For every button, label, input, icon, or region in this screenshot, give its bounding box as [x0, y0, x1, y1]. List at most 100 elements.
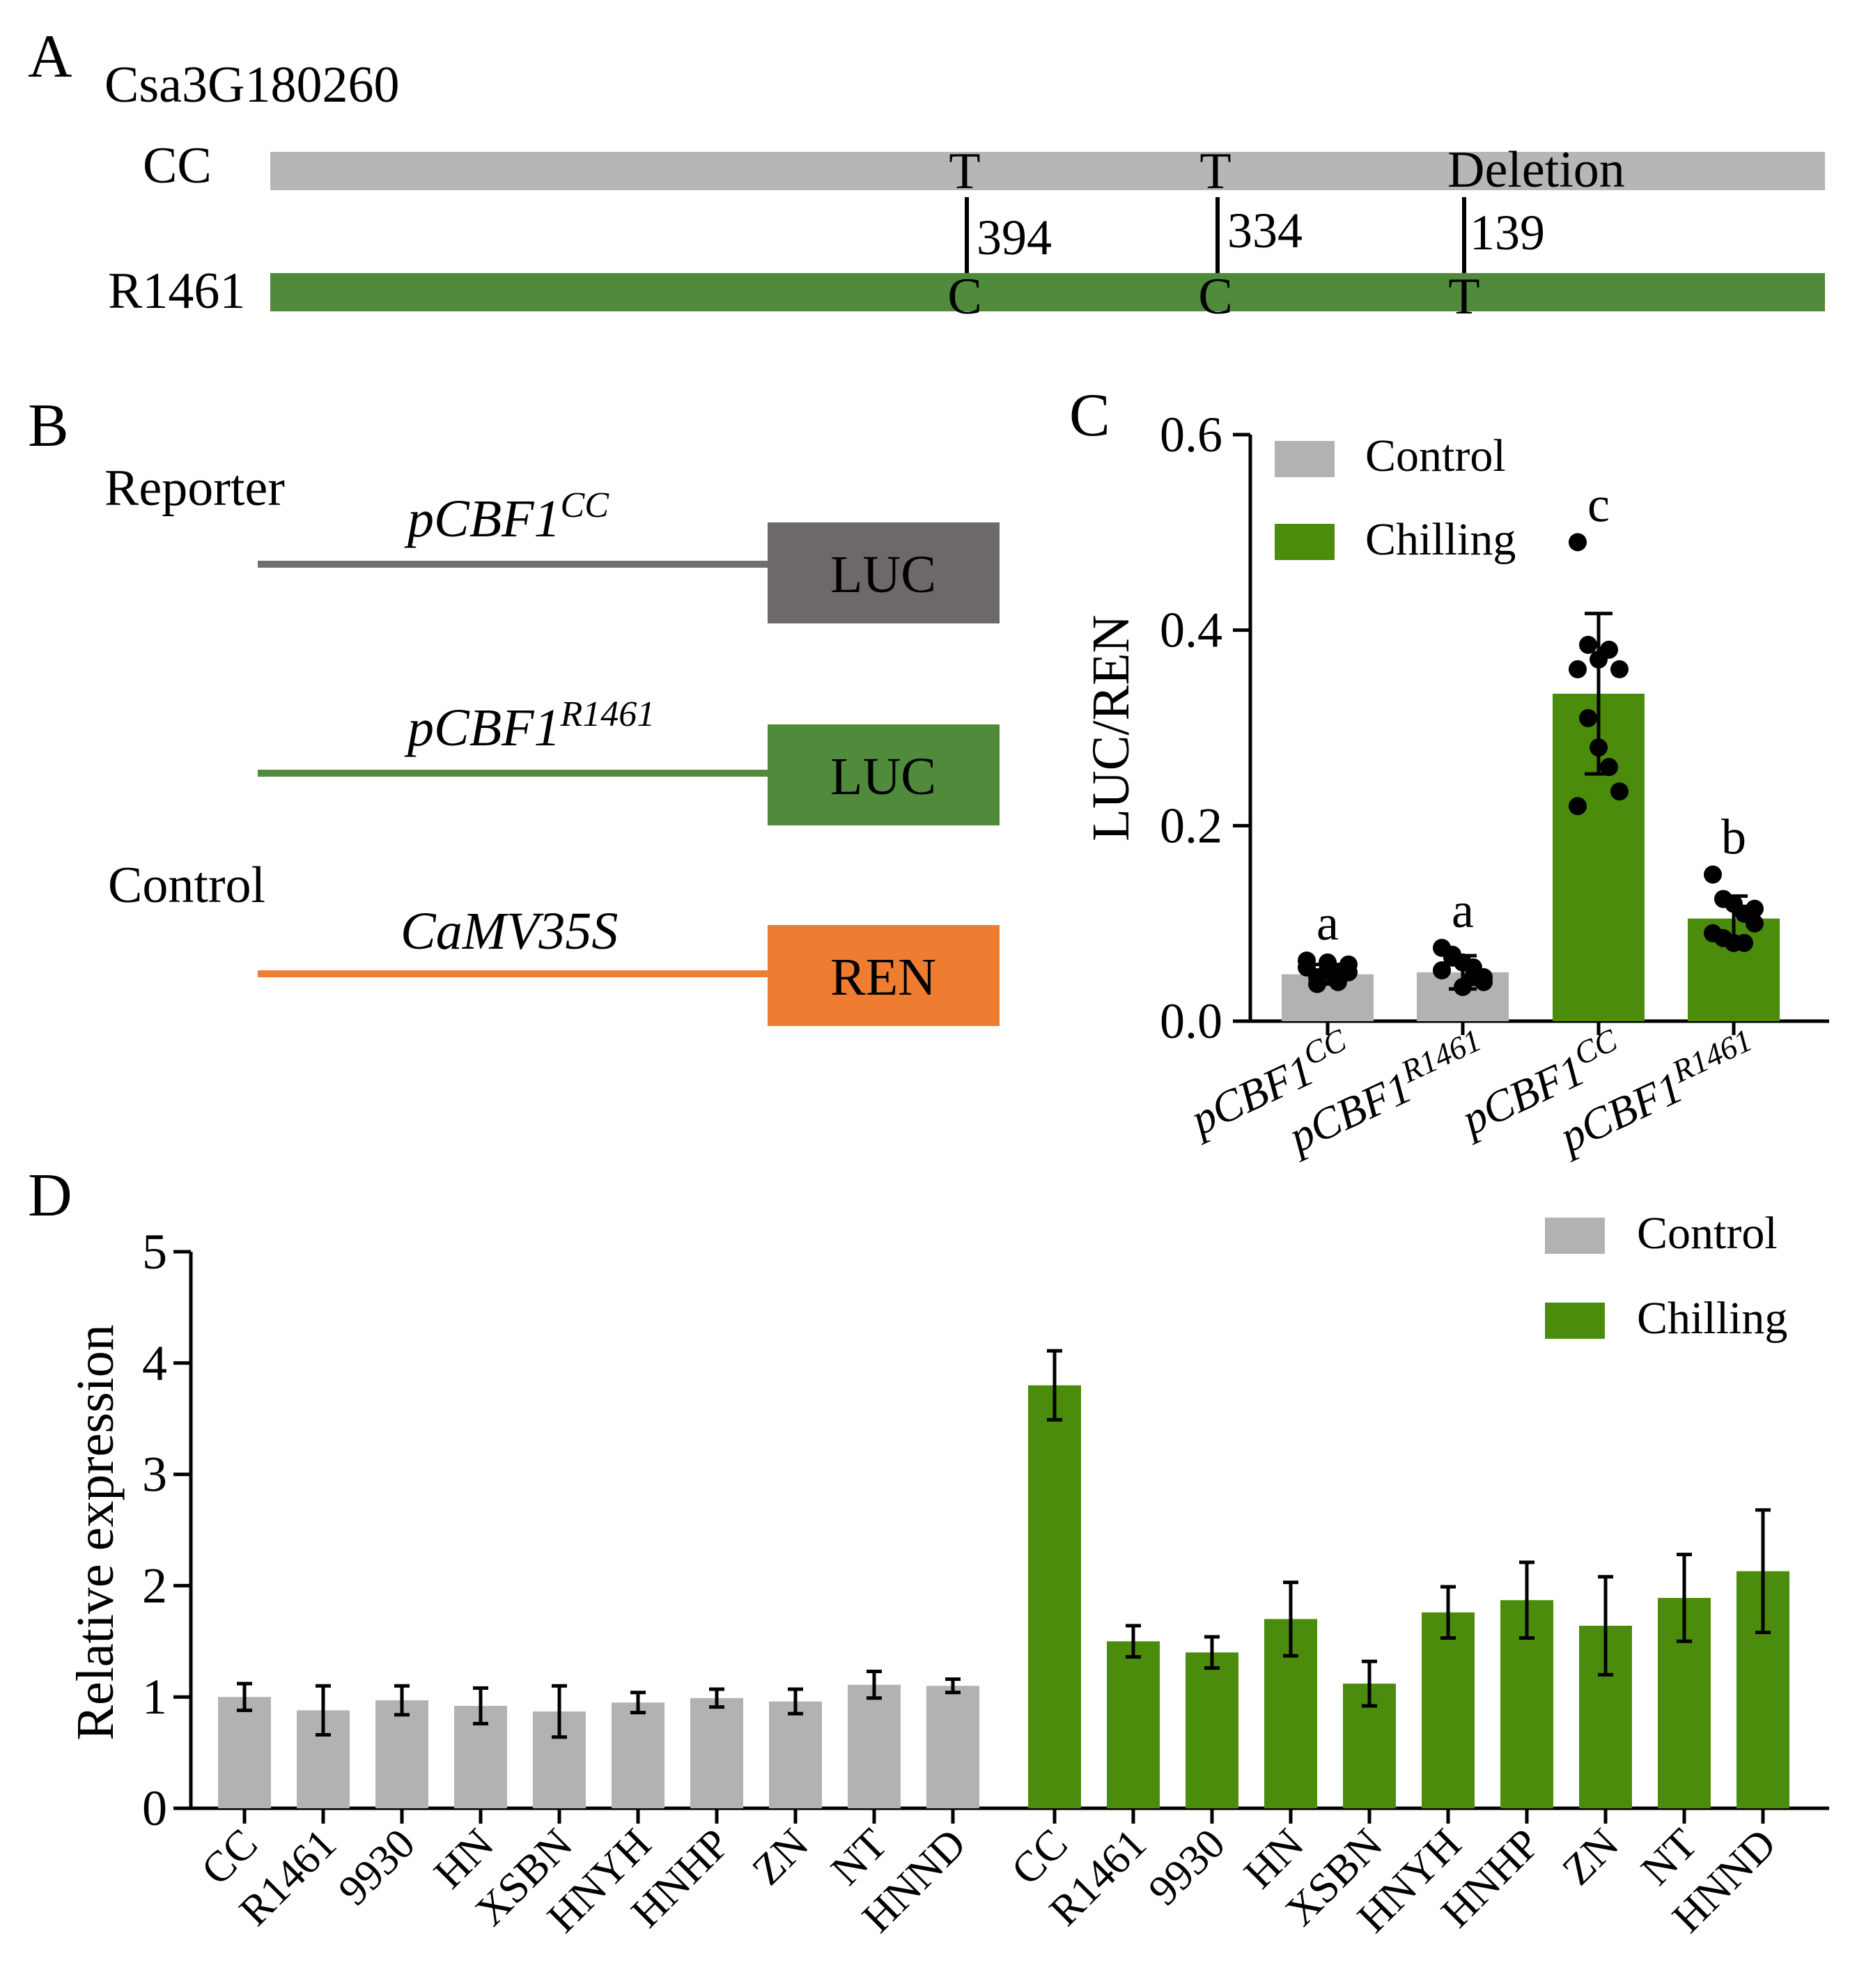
d-ytick-label: 4 — [142, 1335, 167, 1391]
d-legend-swatch-control — [1545, 1218, 1605, 1254]
c-ytick-label: 0.4 — [1160, 603, 1222, 658]
c-legend-swatch-control — [1275, 441, 1335, 477]
c-data-point — [1443, 948, 1461, 967]
c-data-point — [1339, 955, 1358, 974]
c-data-point — [1704, 865, 1722, 884]
d-xtick-label: 9930 — [1140, 1820, 1234, 1915]
panel-b-label: B — [28, 392, 69, 460]
panel-d-label: D — [28, 1162, 72, 1229]
cc-base-2: T — [1199, 143, 1231, 200]
d-bar — [926, 1686, 979, 1808]
cc-base-1: T — [949, 143, 980, 200]
c-ytick-label: 0.2 — [1160, 798, 1222, 853]
c-significance-letter: a — [1452, 883, 1474, 938]
d-x-tick-labels: CC R1461 9930 HN XSBN HNYH HNHP ZN NT HN… — [192, 1820, 1785, 1942]
d-bar — [375, 1700, 428, 1808]
d-xtick-label: 9930 — [329, 1820, 424, 1915]
cc-base-3: Deletion — [1447, 141, 1625, 199]
snp-position-1: 394 — [977, 210, 1052, 265]
c-significance-letter: b — [1721, 809, 1746, 865]
promoter-label-1: pCBF1CC — [404, 486, 609, 548]
c-data-point — [1610, 660, 1629, 678]
c-plot-area: a a c b — [1282, 476, 1780, 1035]
c-data-point — [1600, 640, 1618, 659]
d-ytick-label: 3 — [142, 1447, 167, 1502]
c-data-point — [1600, 758, 1618, 777]
ren-box-label: REN — [830, 948, 936, 1007]
c-data-point — [1569, 660, 1587, 678]
row-name-cc: CC — [143, 137, 212, 194]
d-y-ticks: 0 1 2 3 4 5 — [142, 1224, 191, 1836]
d-bar — [769, 1701, 822, 1808]
c-legend-label-control: Control — [1365, 430, 1506, 481]
c-data-point — [1590, 738, 1608, 757]
c-data-point — [1475, 968, 1493, 986]
c-data-point — [1308, 974, 1326, 993]
d-ytick-label: 2 — [142, 1558, 167, 1613]
d-xtick-label: ZN — [1553, 1820, 1628, 1895]
snp-position-3: 139 — [1470, 205, 1545, 261]
panel-b: B Reporter Control pCBF1CC LUC pCBF1R146… — [28, 392, 1000, 1026]
r1461-base-1: C — [947, 268, 981, 325]
c-legend: Control Chilling — [1275, 430, 1516, 565]
d-bar — [1107, 1641, 1160, 1808]
d-bar — [848, 1684, 901, 1808]
panel-c: C 0.0 0.2 0.4 0.6 LUC/REN Control Chilli… — [1069, 382, 1829, 1163]
c-data-point — [1610, 782, 1629, 801]
c-data-point — [1735, 933, 1753, 952]
d-bar — [1028, 1385, 1081, 1808]
d-legend-swatch-chilling — [1545, 1303, 1605, 1339]
c-y-axis-title: LUC/REN — [1082, 614, 1140, 841]
c-ytick-label: 0.6 — [1160, 407, 1222, 463]
panel-d: D 0 1 2 3 4 5 Relative expression Contro… — [28, 1162, 1829, 1942]
d-y-axis-title: Relative expression — [66, 1324, 125, 1740]
c-data-point — [1746, 899, 1764, 918]
control-label: Control — [108, 857, 265, 914]
d-xtick-label: ZN — [743, 1820, 818, 1895]
d-legend-label-control: Control — [1637, 1208, 1778, 1259]
luc-box-2-label: LUC — [830, 747, 936, 806]
c-data-point — [1579, 708, 1597, 727]
panel-a-label: A — [28, 23, 72, 91]
c-significance-letter: a — [1316, 895, 1339, 951]
c-ytick-label: 0.0 — [1160, 993, 1222, 1049]
d-bar — [690, 1698, 743, 1808]
d-legend-label-chilling: Chilling — [1637, 1293, 1787, 1344]
d-bar — [1186, 1652, 1238, 1808]
d-ytick-label: 1 — [142, 1669, 167, 1725]
c-x-tick-labels: pCBF1CC pCBF1R1461 pCBF1CC pCBF1R1461 — [1181, 1022, 1757, 1163]
luc-box-2 — [768, 724, 1000, 825]
cc-sequence-bar — [270, 152, 1825, 190]
panel-c-label: C — [1069, 382, 1110, 449]
luc-box-1-label: LUC — [830, 545, 936, 604]
c-legend-label-chilling: Chilling — [1365, 514, 1516, 565]
reporter-label: Reporter — [104, 460, 285, 517]
d-bar — [1422, 1612, 1475, 1808]
ren-box — [768, 925, 1000, 1026]
promoter-label-3: CaMV35S — [401, 902, 618, 961]
c-data-point — [1579, 635, 1597, 654]
c-data-point — [1433, 961, 1451, 980]
c-y-ticks: 0.0 0.2 0.4 0.6 — [1160, 407, 1250, 1049]
c-data-point — [1746, 914, 1764, 933]
c-significance-letter: c — [1587, 476, 1610, 532]
c-data-point — [1569, 797, 1587, 816]
r1461-sequence-bar — [270, 273, 1825, 311]
row-name-r1461: R1461 — [108, 263, 245, 320]
r1461-base-3: T — [1448, 268, 1479, 325]
snp-position-2: 334 — [1227, 203, 1303, 258]
c-data-point — [1569, 533, 1587, 552]
c-data-point — [1298, 951, 1316, 970]
luc-box-1 — [768, 522, 1000, 623]
d-ytick-label: 0 — [142, 1780, 167, 1836]
promoter-label-2: pCBF1R1461 — [404, 694, 655, 757]
d-bar — [218, 1697, 271, 1808]
c-legend-swatch-chilling — [1275, 524, 1335, 560]
c-data-point — [1454, 977, 1472, 996]
d-bar — [612, 1702, 665, 1808]
d-plot-area — [218, 1349, 1789, 1824]
r1461-base-2: C — [1198, 268, 1232, 325]
gene-id: Csa3G180260 — [104, 56, 399, 114]
d-legend: Control Chilling — [1545, 1208, 1787, 1344]
